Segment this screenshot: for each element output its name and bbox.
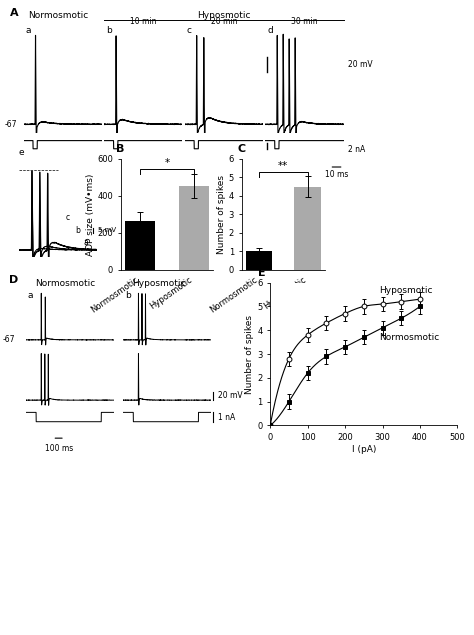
Text: 1 nA: 1 nA <box>218 413 235 422</box>
Text: Normosmotic: Normosmotic <box>28 11 89 20</box>
Text: c: c <box>66 213 70 222</box>
Text: 20 mV: 20 mV <box>218 391 243 401</box>
Text: a: a <box>28 291 33 300</box>
Text: Hyposmotic: Hyposmotic <box>132 279 185 288</box>
Text: 2 nA: 2 nA <box>348 145 365 154</box>
Y-axis label: Number of spikes: Number of spikes <box>217 175 226 254</box>
Text: C: C <box>237 144 245 154</box>
Bar <box>246 251 272 270</box>
Text: 100 ms: 100 ms <box>45 444 73 453</box>
Text: b: b <box>125 291 131 300</box>
Text: *: * <box>164 158 170 168</box>
Text: Normosmotic: Normosmotic <box>379 333 439 342</box>
Text: d: d <box>267 25 273 34</box>
Text: B: B <box>116 144 125 154</box>
Text: Normosmotic: Normosmotic <box>35 279 95 288</box>
Text: b: b <box>106 25 111 34</box>
Bar <box>294 187 321 270</box>
Text: A: A <box>9 8 18 18</box>
Text: -67: -67 <box>5 120 18 129</box>
Y-axis label: ADP size (mV•ms): ADP size (mV•ms) <box>86 173 95 255</box>
Text: 5 mV: 5 mV <box>98 227 116 233</box>
Text: c: c <box>186 25 191 34</box>
Text: a: a <box>25 25 31 34</box>
Text: **: ** <box>278 161 288 171</box>
Text: 20 mV: 20 mV <box>348 60 373 69</box>
Text: Hyposmotic: Hyposmotic <box>379 286 432 295</box>
Y-axis label: Number of spikes: Number of spikes <box>246 314 255 394</box>
Text: E: E <box>258 268 266 278</box>
Bar <box>125 221 155 270</box>
Text: b: b <box>75 225 80 234</box>
Text: 20 min: 20 min <box>211 17 237 26</box>
Text: D: D <box>9 274 19 284</box>
Bar <box>179 185 209 270</box>
Text: 30 min: 30 min <box>291 17 318 26</box>
Text: a: a <box>83 238 88 248</box>
Text: -67: -67 <box>3 335 16 344</box>
Text: 10 min: 10 min <box>130 17 156 26</box>
Text: 10 ms: 10 ms <box>325 170 348 178</box>
Text: e: e <box>19 148 25 157</box>
Text: Hyposmotic: Hyposmotic <box>197 11 251 20</box>
X-axis label: I (pA): I (pA) <box>352 445 376 454</box>
